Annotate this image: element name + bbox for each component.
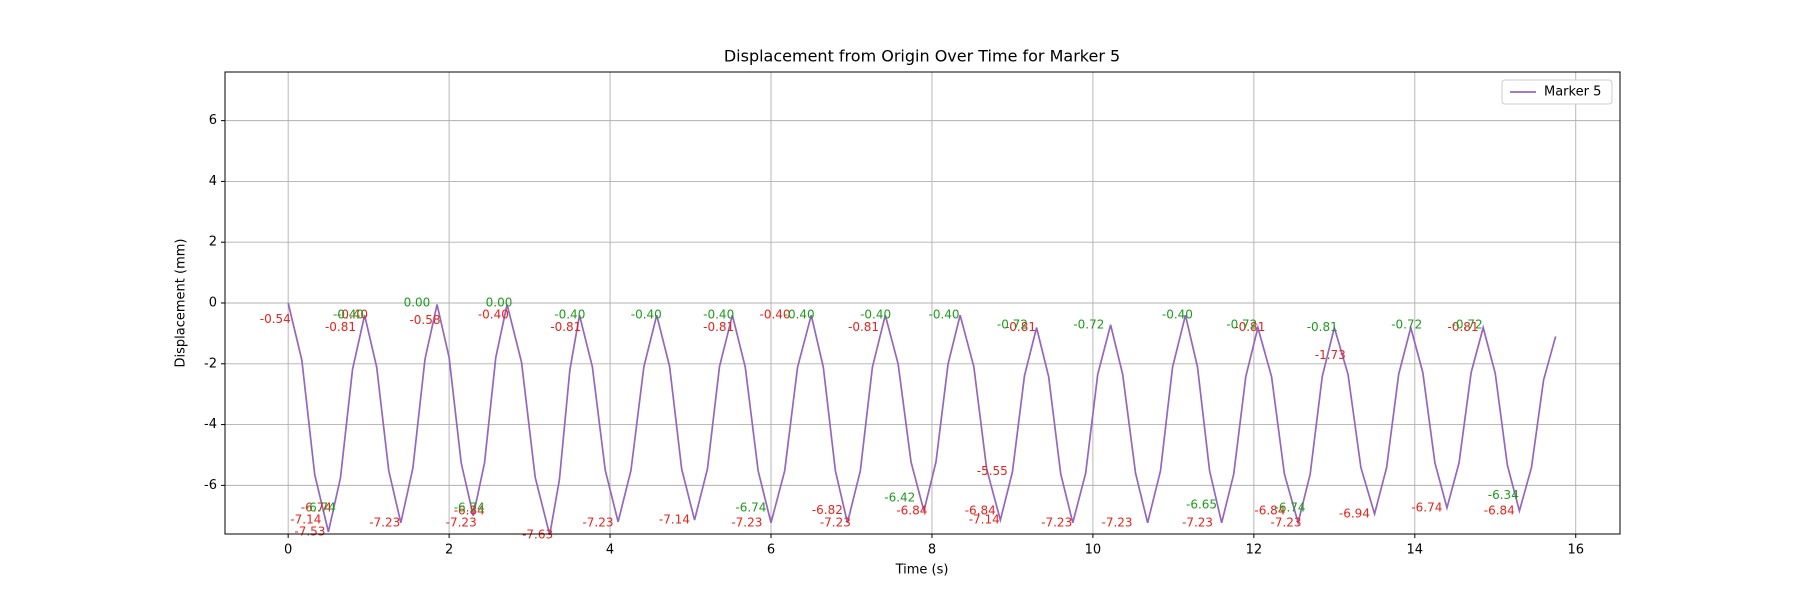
- annotation: -6.74: [1275, 500, 1306, 514]
- annotation: -0.40: [554, 308, 585, 322]
- y-axis-label: Displacement (mm): [174, 239, 189, 368]
- y-tick-label: -4: [204, 417, 217, 432]
- annotation: -0.81: [325, 320, 356, 334]
- x-tick-label: 0: [284, 543, 292, 558]
- annotation: -7.53: [294, 524, 325, 538]
- annotation: -6.84: [1484, 503, 1515, 517]
- annotation: -0.81: [1307, 320, 1338, 334]
- chart-title: Displacement from Origin Over Time for M…: [724, 47, 1120, 66]
- x-tick-label: 4: [606, 543, 614, 558]
- annotation: -6.74: [454, 500, 485, 514]
- annotation: -6.65: [1186, 498, 1217, 512]
- annotation: -7.23: [1102, 515, 1133, 529]
- annotation: -0.40: [1162, 308, 1193, 322]
- annotation: -6.84: [1254, 503, 1285, 517]
- annotation: -0.81: [550, 320, 581, 334]
- annotation: -0.40: [760, 308, 791, 322]
- legend-label: Marker 5: [1544, 85, 1601, 100]
- y-tick-label: 4: [209, 174, 217, 189]
- annotation: -0.54: [260, 312, 291, 326]
- annotation: -0.40: [784, 308, 815, 322]
- x-tick-label: 2: [445, 543, 453, 558]
- annotation: -7.23: [1271, 515, 1302, 529]
- x-tick-label: 16: [1567, 543, 1584, 558]
- annotation: -6.74: [305, 500, 336, 514]
- annotation: -7.23: [731, 515, 762, 529]
- annotation: -7.14: [290, 513, 321, 527]
- x-tick-label: 14: [1407, 543, 1424, 558]
- x-axis-label: Time (s): [895, 563, 949, 578]
- annotation: -0.72: [1226, 317, 1257, 331]
- annotation: -7.14: [969, 513, 1000, 527]
- x-tick-label: 10: [1085, 543, 1102, 558]
- legend-box: [1501, 79, 1613, 105]
- annotation: -0.81: [1448, 320, 1479, 334]
- annotation: -0.58: [409, 313, 440, 327]
- annotation: -7.23: [446, 515, 477, 529]
- annotation: -0.40: [928, 308, 959, 322]
- annotation: -0.72: [997, 317, 1028, 331]
- annotation: 0.00: [404, 296, 431, 310]
- x-tick-label: 6: [767, 543, 775, 558]
- annotation: -6.82: [812, 503, 843, 517]
- annotation: -0.40: [631, 308, 662, 322]
- annotation: -0.72: [1391, 317, 1422, 331]
- annotation: -6.94: [1339, 506, 1370, 520]
- annotation: -6.74: [301, 500, 332, 514]
- annotation: -6.84: [454, 503, 485, 517]
- annotation: -6.84: [896, 503, 927, 517]
- annotation: -0.81: [1005, 320, 1036, 334]
- y-tick-label: 6: [209, 113, 217, 128]
- annotation: 0.00: [486, 296, 513, 310]
- x-tick-label: 8: [928, 543, 936, 558]
- annotation: -0.72: [1452, 317, 1483, 331]
- annotation: -7.23: [820, 515, 851, 529]
- data-line: [287, 302, 1557, 536]
- annotation: -0.40: [333, 308, 364, 322]
- annotation: -6.42: [884, 491, 915, 505]
- annotation: -7.14: [659, 513, 690, 527]
- annotation: -0.81: [848, 320, 879, 334]
- annotation: -0.72: [1073, 317, 1104, 331]
- annotation: -1.73: [1315, 348, 1346, 362]
- annotation: -7.23: [369, 515, 400, 529]
- annotation: -5.55: [977, 464, 1008, 478]
- annotation: -7.23: [1041, 515, 1072, 529]
- annotation: -6.84: [965, 503, 996, 517]
- annotation: -7.23: [1182, 515, 1213, 529]
- x-tick-label: 12: [1246, 543, 1263, 558]
- annotation: -6.74: [1411, 500, 1442, 514]
- y-tick-label: -2: [204, 356, 217, 371]
- plot-frame: [224, 71, 1621, 535]
- annotation: -0.40: [478, 308, 509, 322]
- annotation: -0.40: [860, 308, 891, 322]
- annotation: -6.74: [735, 500, 766, 514]
- annotation: -0.40: [337, 308, 368, 322]
- y-tick-label: 0: [209, 296, 217, 311]
- annotation: -0.81: [703, 320, 734, 334]
- y-tick-label: 2: [209, 235, 217, 250]
- y-tick-label: -6: [204, 478, 217, 493]
- annotation: -7.23: [582, 515, 613, 529]
- annotation: -0.40: [703, 308, 734, 322]
- annotation: -6.34: [1488, 488, 1519, 502]
- annotation: -0.81: [1234, 320, 1265, 334]
